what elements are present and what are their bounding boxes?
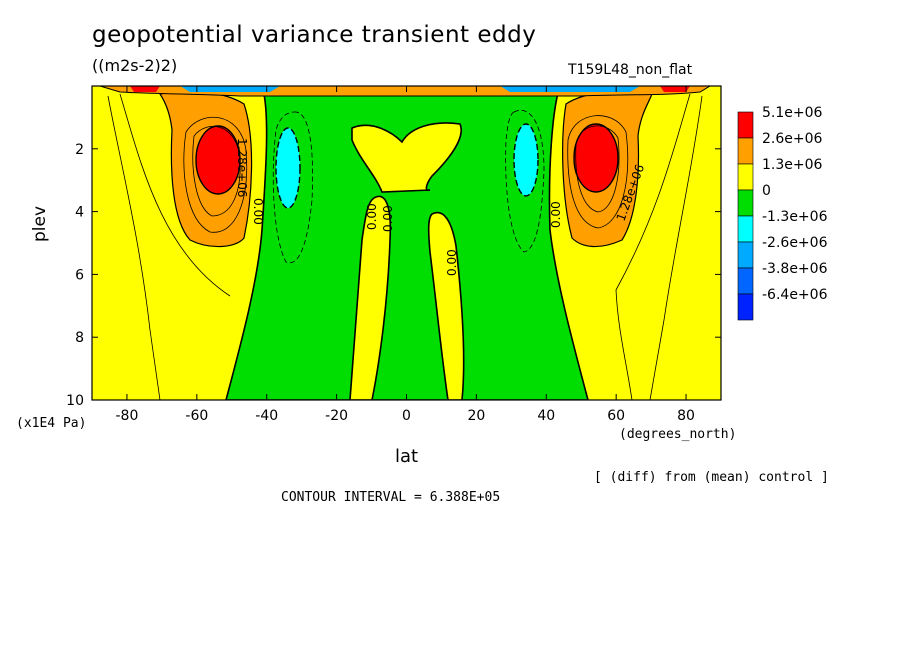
legend-swatch xyxy=(737,189,754,217)
legend-label: -2.6e+06 xyxy=(762,235,828,251)
legend-swatch xyxy=(737,241,754,269)
contour-dashed-right xyxy=(505,110,545,253)
contour-label: 1.28e+06 xyxy=(235,138,249,197)
contour-left-ring2 xyxy=(192,126,241,217)
y-tick-label: 4 xyxy=(75,205,84,221)
legend-swatch xyxy=(737,163,754,191)
fill-cyan-min-left xyxy=(275,127,301,209)
fill-cyan-min-right xyxy=(513,123,539,197)
contour-label: 0.00 xyxy=(381,205,395,232)
fill-yellow-island-left xyxy=(349,195,392,400)
x-tick-label: 20 xyxy=(467,408,485,424)
y-axis-units: (x1E4 Pa) xyxy=(16,416,87,431)
contour-left-outer xyxy=(119,93,231,297)
x-tick-label: 40 xyxy=(537,408,555,424)
thin-contour-lines xyxy=(107,93,703,400)
axes-group: -80 -60 -40 -20 0 20 40 60 80 2 4 6 8 10 xyxy=(66,86,721,424)
run-name: T159L48_non_flat xyxy=(568,62,693,78)
fill-top-red-right xyxy=(660,86,690,92)
legend-swatch xyxy=(737,215,754,243)
fill-top-blue-band xyxy=(180,86,280,92)
fill-top-red-left xyxy=(130,86,160,92)
contour-right-ring2 xyxy=(575,125,620,213)
legend-label: -1.3e+06 xyxy=(762,209,828,225)
fill-green-region xyxy=(225,86,589,400)
chart-units: ((m2s-2)2) xyxy=(92,56,178,75)
y-tick-label: 10 xyxy=(66,393,84,409)
legend-label: 2.6e+06 xyxy=(762,131,823,147)
contour-label: 0.00 xyxy=(445,249,459,276)
x-tick-label: 80 xyxy=(677,408,695,424)
x-tick-label: -20 xyxy=(325,408,348,424)
legend-swatch xyxy=(737,267,754,295)
legend-swatch xyxy=(737,293,754,321)
contour-interval: CONTOUR INTERVAL = 6.388E+05 xyxy=(281,490,501,505)
legend-label: 5.1e+06 xyxy=(762,105,823,121)
legend-swatch xyxy=(737,137,754,165)
fill-yellow-island-upper xyxy=(351,122,462,193)
fill-red-max-left xyxy=(195,125,241,195)
fill-red-max-right xyxy=(573,123,619,193)
x-axis-units: (degrees_north) xyxy=(619,427,737,442)
diff-note: [ (diff) from (mean) control ] xyxy=(594,470,829,485)
contour-left-ring1 xyxy=(183,116,248,233)
fill-top-blue-band-right xyxy=(500,86,640,92)
y-tick-label: 2 xyxy=(75,142,84,158)
contour-right-outer xyxy=(615,93,691,400)
contour-fill-layers: 1.28e+06 0.00 0.00 0.00 0.00 0.00 1.28e+… xyxy=(92,86,721,400)
x-tick-label: 0 xyxy=(402,408,411,424)
contour-right-ring1 xyxy=(567,115,629,229)
fill-yellow-island-right xyxy=(427,211,465,400)
contour-dashed-left xyxy=(272,111,314,264)
x-tick-label: -80 xyxy=(116,408,139,424)
colorbar-legend: 5.1e+06 2.6e+06 1.3e+06 0 -1.3e+06 -2.6e+06 -3… xyxy=(737,105,828,321)
x-tick-label: -60 xyxy=(185,408,208,424)
contour-label: 0.00 xyxy=(251,198,265,225)
legend-label: -3.8e+06 xyxy=(762,261,828,277)
x-tick-label: 60 xyxy=(607,408,625,424)
contour-label: 0.00 xyxy=(549,201,563,228)
contour-left-outer2 xyxy=(107,95,161,400)
chart-title: geopotential variance transient eddy xyxy=(92,22,537,48)
x-tick-label: -40 xyxy=(255,408,278,424)
legend-label: -6.4e+06 xyxy=(762,287,828,303)
legend-label: 0 xyxy=(762,183,771,199)
y-tick-label: 8 xyxy=(75,330,84,346)
legend-swatch xyxy=(737,111,754,139)
y-tick-label: 6 xyxy=(75,267,84,283)
legend-label: 1.3e+06 xyxy=(762,157,823,173)
x-axis-label: lat xyxy=(395,446,419,467)
contour-label: 0.00 xyxy=(365,203,379,230)
contour-right-outer2 xyxy=(649,95,703,400)
